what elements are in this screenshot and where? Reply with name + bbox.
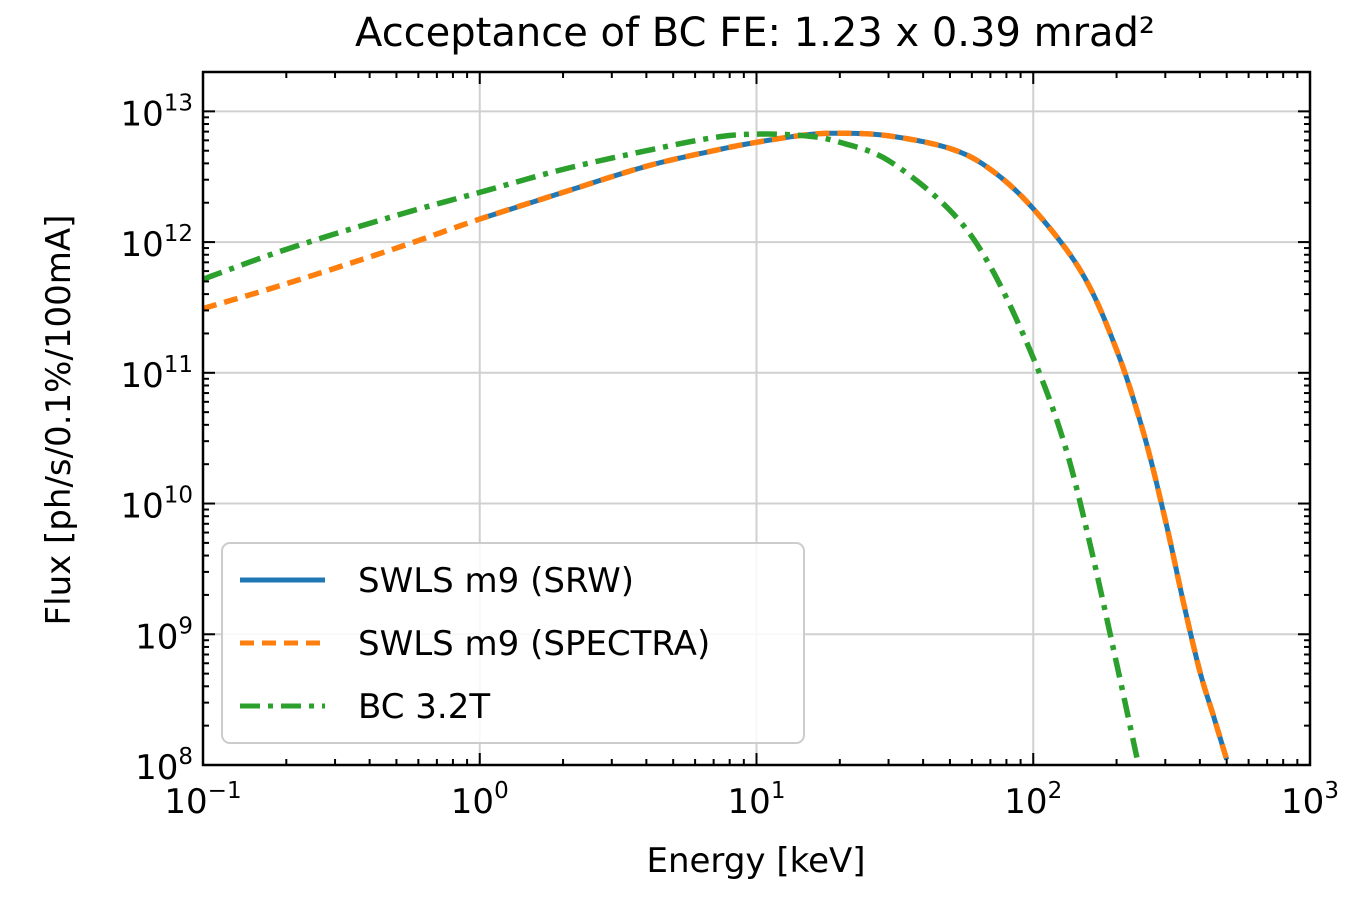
series-line-2 (202, 130, 1230, 761)
legend-label-1: SWLS m9 (SRW) (358, 561, 634, 601)
y-tick-label: 108 (135, 744, 193, 788)
legend-label-2: SWLS m9 (SPECTRA) (358, 624, 710, 664)
legend: SWLS m9 (SRW) SWLS m9 (SPECTRA) BC 3.2T (221, 542, 805, 744)
tick-labels: 10−1 100 101 102 103 108 109 1010 1011 1012 1013 (120, 90, 1339, 822)
x-tick-label: 10−1 (164, 778, 241, 822)
y-axis-label: Flux [ph/s/0.1%/100mA] (39, 215, 79, 626)
legend-label-3: BC 3.2T (358, 687, 490, 727)
x-tick-label: 102 (1004, 778, 1062, 822)
y-tick-label: 1011 (120, 352, 193, 396)
x-tick-label: 100 (451, 778, 509, 822)
y-tick-label: 109 (135, 613, 193, 657)
y-tick-label: 1010 (120, 483, 193, 527)
legend-box (221, 542, 805, 744)
y-tick-label: 1013 (120, 90, 193, 134)
chart-title: Acceptance of BC FE: 1.23 x 0.39 mrad² (355, 10, 1155, 56)
x-axis-label: Energy [keV] (646, 841, 865, 881)
plot-lines (202, 130, 1230, 766)
x-tick-label: 101 (728, 778, 786, 822)
x-tick-label: 103 (1281, 778, 1339, 822)
ticks (202, 71, 1310, 766)
series-line-3 (202, 131, 1142, 766)
y-tick-label: 1012 (120, 221, 193, 265)
